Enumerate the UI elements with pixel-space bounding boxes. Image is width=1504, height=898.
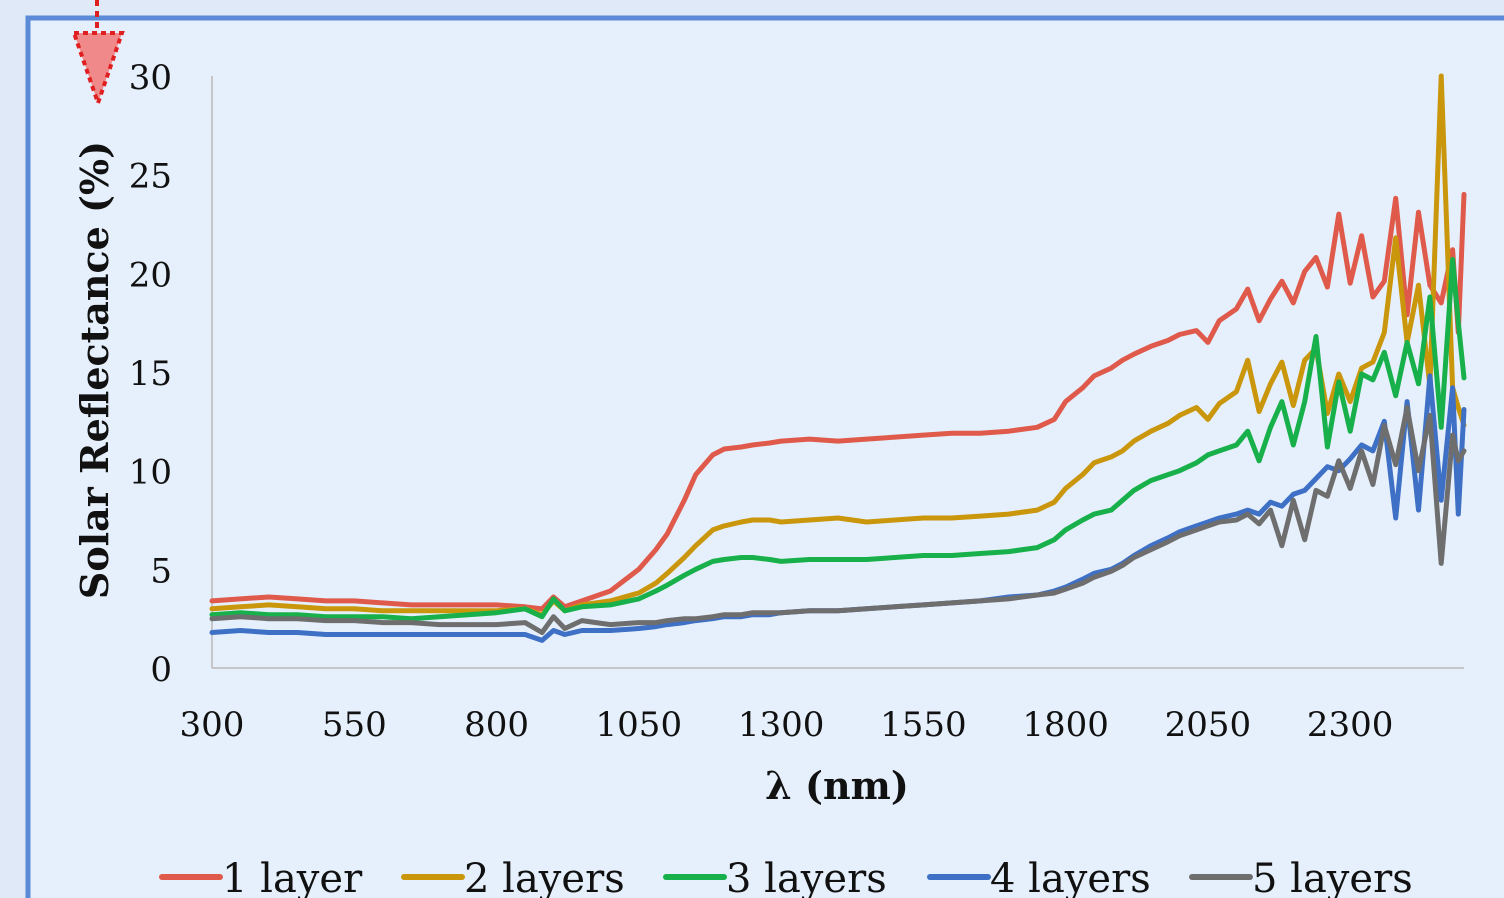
y-tick-label: 20: [129, 255, 172, 295]
x-tick-label: 300: [180, 705, 245, 745]
series-line-1: [209, 191, 1467, 612]
x-axis-label: λ (nm): [765, 763, 909, 808]
y-axis-label: Solar Reflectance (%): [72, 141, 117, 599]
y-tick-labels: 0 5 10 15 20 25 30: [129, 58, 172, 690]
y-tick-label: 0: [150, 650, 172, 690]
legend-label: 3 layers: [726, 856, 887, 898]
x-tick-label: 1050: [596, 705, 683, 745]
x-tick-label: 2050: [1165, 705, 1252, 745]
legend-label: 4 layers: [990, 856, 1151, 898]
series-line-5: [209, 405, 1467, 635]
y-tick-label: 10: [129, 453, 172, 493]
y-tick-label: 30: [129, 58, 172, 98]
x-tick-labels: 300 550 800 1050 1300 1550 1800 2050 2300: [180, 705, 1394, 745]
x-tick-label: 800: [464, 705, 529, 745]
x-tick-label: 1300: [738, 705, 825, 745]
y-tick-label: 5: [150, 551, 172, 591]
y-tick-label: 25: [129, 157, 172, 197]
x-tick-label: 2300: [1307, 705, 1394, 745]
legend-label: 5 layers: [1252, 856, 1413, 898]
y-tick-label: 15: [129, 354, 172, 394]
legend-label: 1 layer: [222, 856, 363, 898]
annotation-arrow-icon: [71, 0, 125, 110]
x-tick-label: 550: [322, 705, 387, 745]
legend-label: 2 layers: [464, 856, 625, 898]
legend: 1 layer 2 layers 3 layers 4 layers 5 layers: [159, 856, 1413, 898]
x-tick-label: 1550: [880, 705, 967, 745]
series-line-3: [209, 257, 1467, 622]
x-tick-label: 1800: [1022, 705, 1109, 745]
series-lines: [209, 73, 1467, 643]
